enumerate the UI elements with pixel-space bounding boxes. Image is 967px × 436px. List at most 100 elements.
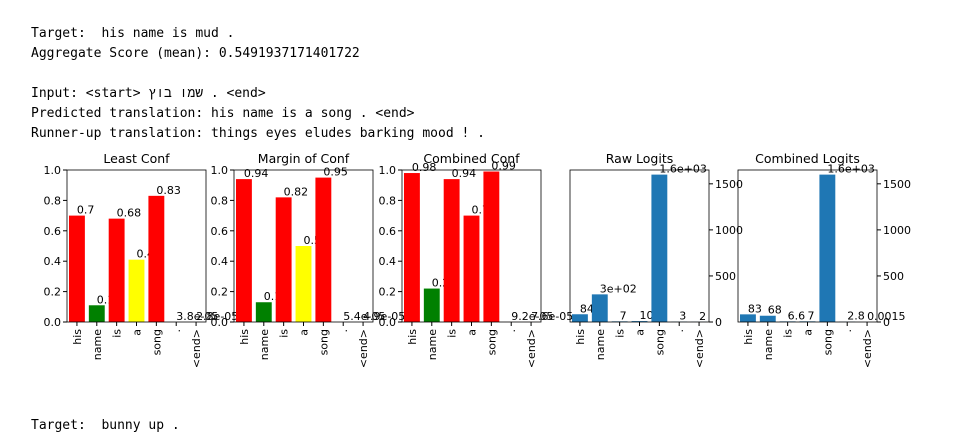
- y-tick-label: 0.4: [44, 255, 62, 268]
- x-tick-label: name: [91, 329, 104, 360]
- x-tick-label: a: [634, 329, 647, 336]
- axes-frame: [570, 170, 709, 322]
- y-tick-label: 1.0: [211, 164, 229, 177]
- y-tick-label: 1000: [883, 224, 911, 237]
- x-tick-label: is: [278, 329, 291, 338]
- value-label: 1.6e+03: [659, 163, 706, 176]
- value-label: 0.0015: [867, 310, 906, 323]
- bar: [89, 305, 105, 322]
- bar: [572, 314, 588, 322]
- value-label: 0.94: [452, 167, 477, 180]
- y-tick-label: 0.8: [211, 194, 229, 207]
- y-tick-label: 0.6: [211, 225, 229, 238]
- bar: [464, 216, 480, 322]
- value-label: 10: [640, 309, 654, 322]
- y-tick-label: 0.0: [44, 316, 62, 329]
- axes-frame: [738, 170, 877, 322]
- x-tick-label: a: [802, 329, 815, 336]
- value-label: 3: [679, 310, 686, 323]
- x-tick-label: <end>: [861, 329, 874, 368]
- y-tick-label: 1.0: [379, 164, 397, 177]
- y-tick-label: 0.4: [211, 255, 229, 268]
- y-tick-label: 0.0: [211, 316, 229, 329]
- y-tick-label: 0.2: [379, 286, 397, 299]
- x-tick-label: .: [841, 329, 854, 333]
- y-tick-label: 0.6: [44, 225, 62, 238]
- x-tick-label: his: [238, 329, 251, 345]
- chart-title: Margin of Conf: [258, 151, 350, 166]
- y-tick-label: 500: [715, 270, 736, 283]
- value-label: 7.6e-05: [531, 310, 573, 323]
- y-tick-label: 1500: [715, 178, 743, 191]
- x-tick-label: a: [131, 329, 144, 336]
- value-label: 0.7: [77, 204, 95, 217]
- value-label: 1.6e+03: [827, 163, 874, 176]
- y-tick-label: 0.4: [379, 255, 397, 268]
- x-tick-label: name: [762, 329, 775, 360]
- y-tick-label: 0: [715, 316, 722, 329]
- value-label: 0.94: [244, 167, 269, 180]
- bar: [740, 314, 756, 322]
- bar: [592, 294, 608, 322]
- x-tick-label: is: [782, 329, 795, 338]
- x-tick-label: <end>: [357, 329, 370, 368]
- value-label: 7: [808, 309, 815, 322]
- value-label: 3e+02: [600, 282, 637, 295]
- value-label: 2: [699, 310, 706, 323]
- value-label: 83: [748, 302, 762, 315]
- chart-title: Least Conf: [103, 151, 170, 166]
- x-tick-label: is: [111, 329, 124, 338]
- x-tick-label: .: [170, 329, 183, 333]
- bar: [819, 175, 835, 322]
- x-tick-label: his: [742, 329, 755, 345]
- x-tick-label: song: [821, 329, 834, 355]
- x-tick-label: song: [150, 329, 163, 355]
- y-tick-label: 0.8: [44, 194, 62, 207]
- bar: [276, 197, 292, 322]
- x-tick-label: <end>: [525, 329, 538, 368]
- value-label: 0.98: [412, 161, 437, 174]
- value-label: 84: [580, 302, 594, 315]
- x-tick-label: .: [337, 329, 350, 333]
- bar: [424, 289, 440, 322]
- x-tick-label: <end>: [190, 329, 203, 368]
- y-tick-label: 1500: [883, 178, 911, 191]
- bar: [236, 179, 252, 322]
- x-tick-label: his: [71, 329, 84, 345]
- x-tick-label: song: [317, 329, 330, 355]
- y-tick-label: 0.6: [379, 225, 397, 238]
- x-tick-label: name: [258, 329, 271, 360]
- x-tick-label: .: [673, 329, 686, 333]
- x-tick-label: a: [298, 329, 311, 336]
- bar: [109, 219, 125, 322]
- value-label: 0.83: [156, 184, 181, 197]
- bar: [69, 216, 85, 322]
- x-tick-label: his: [406, 329, 419, 345]
- bar: [444, 179, 460, 322]
- x-tick-label: song: [485, 329, 498, 355]
- value-label: 0.95: [323, 166, 348, 179]
- value-label: 0.99: [491, 160, 516, 173]
- y-tick-label: 0.2: [44, 286, 62, 299]
- y-tick-label: 0.0: [379, 316, 397, 329]
- value-label: 68: [768, 304, 782, 317]
- y-tick-label: 500: [883, 270, 904, 283]
- x-tick-label: name: [594, 329, 607, 360]
- x-tick-label: <end>: [693, 329, 706, 368]
- x-tick-label: .: [505, 329, 518, 333]
- x-tick-label: a: [466, 329, 479, 336]
- bar: [315, 178, 331, 322]
- value-label: 0.68: [117, 207, 141, 220]
- x-tick-label: is: [446, 329, 459, 338]
- bar: [483, 172, 499, 322]
- x-tick-label: his: [574, 329, 587, 345]
- bar: [296, 246, 312, 322]
- value-label: 0.82: [284, 185, 309, 198]
- bar: [651, 175, 667, 322]
- bar: [404, 173, 420, 322]
- x-tick-label: name: [426, 329, 439, 360]
- value-label: 6.6: [788, 309, 806, 322]
- y-tick-label: 0.2: [211, 286, 229, 299]
